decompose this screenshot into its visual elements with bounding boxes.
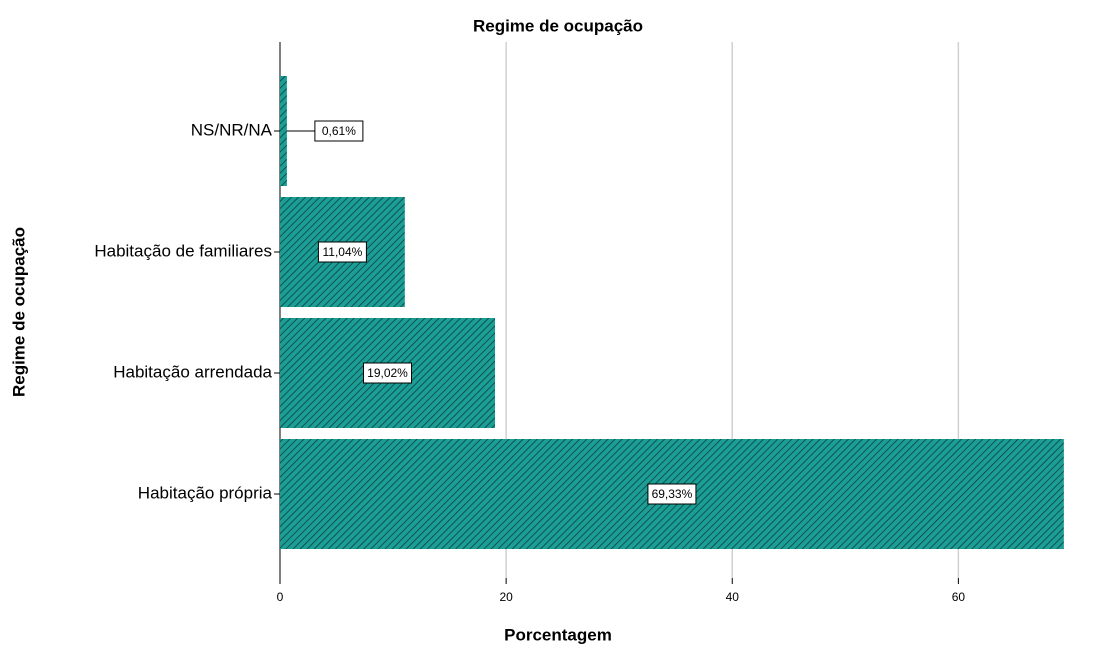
value-label: 0,61% [322, 124, 356, 138]
x-tick-label: 0 [277, 590, 284, 604]
x-tick-label: 60 [952, 590, 966, 604]
value-label: 69,33% [652, 487, 693, 501]
chart-title: Regime de ocupação [473, 16, 643, 35]
x-tick-label: 20 [499, 590, 513, 604]
y-tick-label: NS/NR/NA [191, 120, 273, 139]
value-label-box [317, 241, 367, 263]
value-label-box [363, 362, 413, 384]
x-axis-label: Porcentagem [504, 625, 612, 644]
value-label: 11,04% [323, 245, 363, 259]
y-axis-label: Regime de ocupação [9, 227, 28, 397]
y-tick-label: Habitação própria [138, 483, 273, 502]
x-tick-label: 40 [726, 590, 740, 604]
value-label-box [647, 483, 697, 505]
y-tick-label: Habitação arrendada [113, 362, 272, 381]
value-label: 19,02% [367, 366, 408, 380]
bar [280, 76, 287, 186]
y-tick-label: Habitação de familiares [94, 241, 272, 260]
value-label-box [314, 120, 364, 142]
